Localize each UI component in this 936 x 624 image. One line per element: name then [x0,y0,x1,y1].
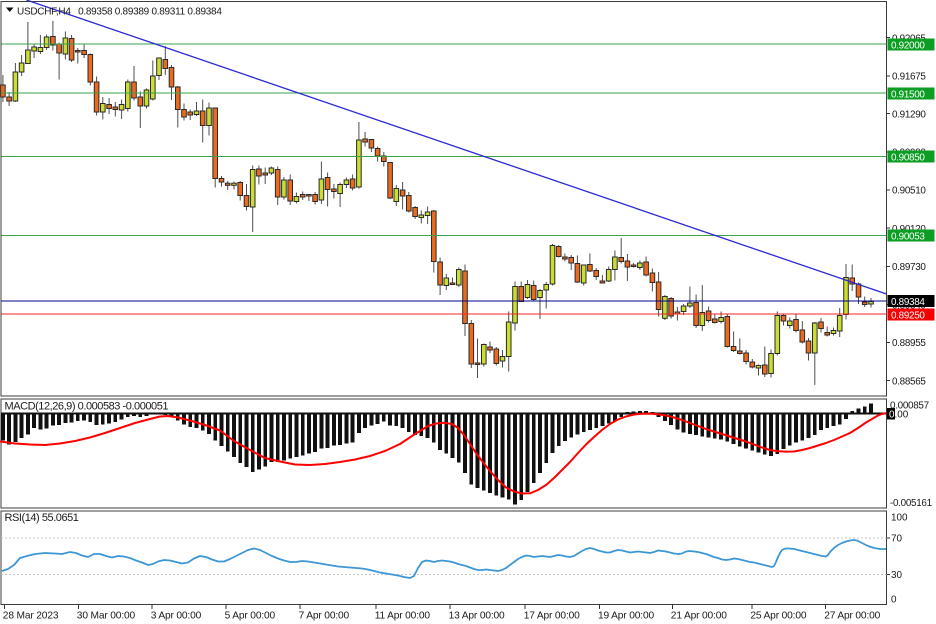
svg-text:0.88955: 0.88955 [892,338,926,349]
svg-text:0.91500: 0.91500 [891,89,925,100]
svg-text:0.91675: 0.91675 [892,72,926,83]
svg-text:0.000857: 0.000857 [890,401,929,412]
svg-text:7 Apr 00:00: 7 Apr 00:00 [299,611,350,622]
svg-text:0.90120: 0.90120 [892,224,926,235]
svg-text:USDCHF,H4 0.89358 0.89389 0.: USDCHF,H4 0.89358 0.89389 0.89311 0.8938… [17,7,222,18]
svg-text:0.89730: 0.89730 [892,262,926,273]
svg-text:30: 30 [891,570,902,581]
svg-text:0: 0 [891,595,897,606]
svg-text:27 Apr 00:00: 27 Apr 00:00 [824,611,880,622]
svg-text:3 Apr 00:00: 3 Apr 00:00 [151,611,202,622]
svg-text:.00: .00 [895,409,909,420]
svg-text:25 Apr 00:00: 25 Apr 00:00 [750,611,806,622]
svg-text:0.90510: 0.90510 [892,186,926,197]
svg-text:0.91290: 0.91290 [892,109,926,120]
svg-text:0.89384: 0.89384 [891,297,925,308]
svg-text:-0.005161: -0.005161 [890,498,933,509]
svg-text:19 Apr 00:00: 19 Apr 00:00 [598,611,654,622]
svg-text:11 Apr 00:00: 11 Apr 00:00 [375,611,431,622]
svg-text:21 Apr 00:00: 21 Apr 00:00 [671,611,727,622]
svg-text:0: 0 [889,409,895,420]
svg-text:0.89250: 0.89250 [891,310,925,321]
svg-text:5 Apr 00:00: 5 Apr 00:00 [225,611,276,622]
svg-text:100: 100 [891,513,908,524]
svg-text:30 Mar 00:00: 30 Mar 00:00 [77,611,136,622]
svg-text:RSI(14) 55.0651: RSI(14) 55.0651 [5,512,79,524]
svg-text:13 Apr 00:00: 13 Apr 00:00 [449,611,505,622]
svg-text:MACD(12,26,9) 0.000583 -0.0000: MACD(12,26,9) 0.000583 -0.000051 [5,401,169,413]
svg-text:0.90850: 0.90850 [891,152,925,163]
svg-text:0.88565: 0.88565 [892,376,926,387]
svg-text:28 Mar 2023: 28 Mar 2023 [3,611,59,622]
svg-text:0.90053: 0.90053 [891,231,925,242]
svg-text:17 Apr 00:00: 17 Apr 00:00 [524,611,580,622]
svg-text:70: 70 [891,534,902,545]
svg-text:0.92000: 0.92000 [891,40,925,51]
